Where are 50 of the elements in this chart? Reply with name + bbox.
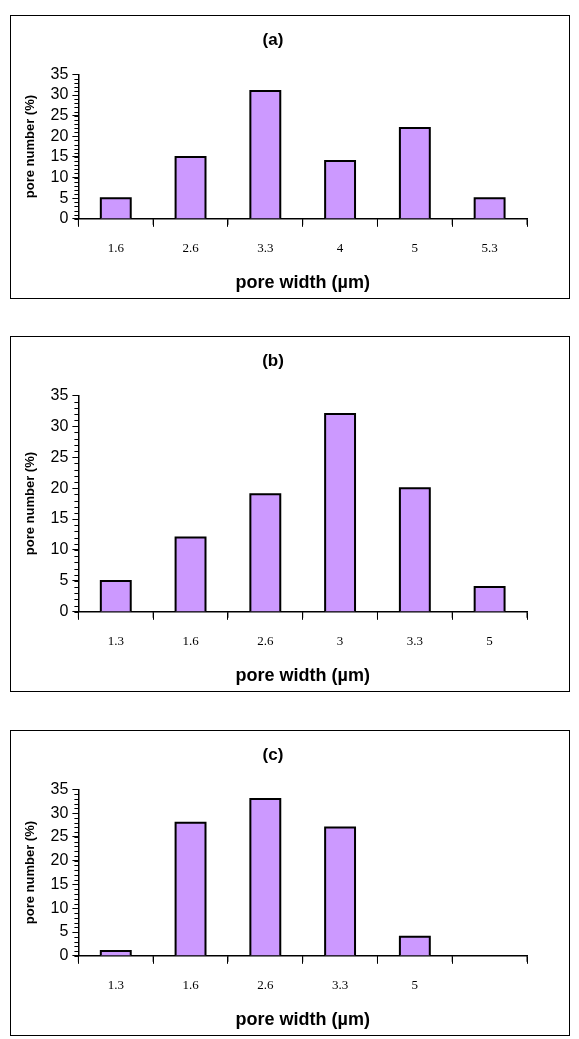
x-tick-label: 4 (336, 240, 344, 256)
y-tick-label: 5 (59, 188, 69, 206)
y-tick-label: 20 (50, 851, 69, 869)
x-tick-label: 1.6 (182, 633, 200, 649)
chart-title: (c) (262, 744, 284, 764)
chart-title: (a) (262, 29, 284, 49)
y-tick-label: 20 (50, 126, 69, 144)
x-axis-title: pore width (µm) (235, 272, 370, 293)
y-tick-label: 35 (50, 385, 69, 403)
x-tick-label: 5 (411, 240, 419, 256)
x-tick-label: 2.6 (257, 633, 274, 649)
y-axis-title: pore number (%) (22, 451, 38, 556)
y-tick-label: 35 (50, 779, 69, 797)
y-tick-label: 15 (50, 509, 69, 527)
x-tick-label: 1.6 (182, 977, 200, 993)
y-tick-label: 0 (59, 209, 69, 227)
y-tick-label: 0 (59, 946, 69, 964)
y-tick-label: 5 (59, 571, 69, 589)
x-axis-title: pore width (µm) (235, 1009, 370, 1030)
x-tick-label: 2.6 (182, 240, 200, 256)
y-tick-label: 30 (50, 85, 69, 103)
y-tick-label: 10 (50, 167, 69, 185)
x-tick-label: 3.3 (331, 977, 349, 993)
y-tick-label: 20 (50, 478, 69, 496)
y-tick-label: 25 (50, 106, 69, 124)
y-tick-label: 25 (50, 827, 69, 845)
x-tick-label: 1.3 (107, 977, 124, 993)
y-axis-title: pore number (%) (22, 820, 38, 925)
y-tick-label: 0 (59, 602, 69, 620)
y-tick-label: 30 (50, 416, 69, 434)
y-axis-title: pore number (%) (22, 94, 38, 199)
x-tick-label: 5.3 (481, 240, 498, 256)
x-tick-label: 1.3 (107, 633, 124, 649)
x-axis-title: pore width (µm) (235, 665, 370, 686)
y-tick-label: 10 (50, 898, 69, 916)
x-tick-label: 1.6 (107, 240, 125, 256)
y-tick-label: 15 (50, 147, 69, 165)
y-tick-label: 15 (50, 874, 69, 892)
y-tick-label: 5 (59, 922, 69, 940)
y-tick-label: 30 (50, 803, 69, 821)
y-tick-label: 10 (50, 540, 69, 558)
x-tick-label: 3.3 (406, 633, 423, 649)
x-tick-label: 3.3 (257, 240, 274, 256)
x-tick-label: 2.6 (257, 977, 274, 993)
y-tick-label: 35 (50, 64, 69, 82)
x-tick-label: 5 (411, 977, 419, 993)
x-tick-label: 3 (336, 633, 344, 649)
y-tick-label: 25 (50, 447, 69, 465)
x-tick-label: 5 (486, 633, 493, 649)
chart-title: (b) (262, 350, 284, 370)
